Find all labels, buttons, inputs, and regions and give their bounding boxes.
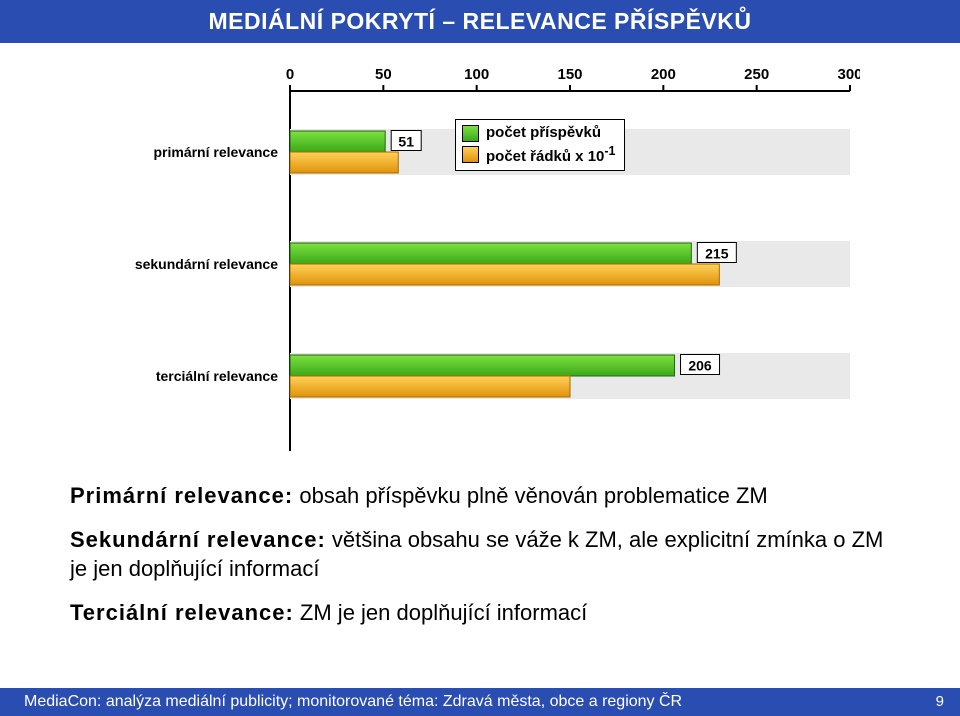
svg-text:206: 206 — [688, 358, 712, 374]
svg-text:sekundární relevance: sekundární relevance — [135, 256, 278, 272]
relevance-bar-chart: 0 50 100 150 200 250 300 primární relevance 51 se… — [100, 57, 860, 457]
svg-text:150: 150 — [557, 66, 582, 83]
chart-container: 0 50 100 150 200 250 300 primární relevance 51 se… — [100, 57, 860, 457]
legend-row-pocet_prispevku: počet příspěvků — [462, 124, 616, 142]
description-block: Primární relevance: obsah příspěvku plně… — [70, 481, 890, 628]
desc-tertiary: Terciální relevance: ZM je jen doplňujíc… — [70, 598, 890, 628]
page-root: MEDIÁLNÍ POKRYTÍ – RELEVANCE PŘÍSPĚVKŮ 0… — [0, 0, 960, 716]
svg-text:0: 0 — [286, 66, 294, 83]
footer-text: MediaCon: analýza mediální publicity; mo… — [24, 693, 682, 711]
svg-text:250: 250 — [744, 66, 769, 83]
svg-text:200: 200 — [651, 66, 676, 83]
svg-text:primární relevance: primární relevance — [153, 144, 278, 160]
legend-swatch — [462, 125, 479, 142]
desc-tertiary-text: ZM je jen doplňující informací — [294, 600, 587, 625]
page-title: MEDIÁLNÍ POKRYTÍ – RELEVANCE PŘÍSPĚVKŮ — [0, 0, 960, 43]
chart-legend: počet příspěvkůpočet řádků x 10-1 — [455, 119, 625, 171]
desc-tertiary-kw: Terciální relevance: — [70, 600, 294, 625]
legend-label: počet příspěvků — [486, 124, 601, 142]
legend-swatch — [462, 146, 479, 163]
desc-secondary: Sekundární relevance: většina obsahu se … — [70, 525, 890, 584]
desc-primary-kw: Primární relevance: — [70, 483, 293, 508]
footer-bar: MediaCon: analýza mediální publicity; mo… — [0, 688, 960, 716]
svg-text:215: 215 — [705, 246, 729, 262]
svg-text:51: 51 — [398, 134, 414, 150]
svg-text:terciální relevance: terciální relevance — [156, 368, 278, 384]
svg-text:50: 50 — [375, 66, 392, 83]
desc-secondary-kw: Sekundární relevance: — [70, 527, 326, 552]
svg-text:100: 100 — [464, 66, 489, 83]
svg-text:300: 300 — [837, 66, 860, 83]
desc-primary-text: obsah příspěvku plně věnován problematic… — [293, 483, 767, 508]
footer-page-number: 9 — [936, 693, 944, 710]
legend-label: počet řádků x 10-1 — [486, 142, 616, 166]
legend-row-pocet_radku: počet řádků x 10-1 — [462, 142, 616, 166]
desc-primary: Primární relevance: obsah příspěvku plně… — [70, 481, 890, 511]
